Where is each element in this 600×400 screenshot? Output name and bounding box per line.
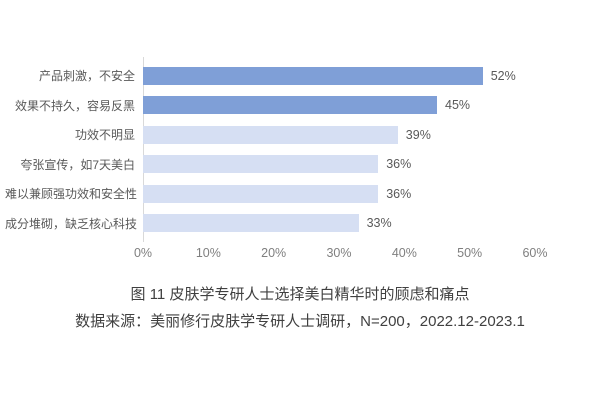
bar [143,66,483,85]
category-label: 难以兼顾强功效和安全性 [5,187,138,202]
bar-track: 45% [143,96,535,115]
x-tick-label: 50% [457,246,483,260]
bar-chart: 产品刺激，不安全 52% 效果不持久，容易反黑 45% 功效不明显 39% 夸张宣传，如7天… [5,57,565,268]
x-tick-label: 10% [195,246,221,260]
bar [143,96,437,115]
value-label: 39% [405,127,431,142]
value-label: 45% [445,98,471,113]
bar-track: 36% [143,155,535,174]
value-label: 36% [386,186,412,201]
bar-track: 36% [143,184,535,203]
category-label: 产品刺激，不安全 [38,69,135,84]
chart-row: 效果不持久，容易反黑 45% [5,91,565,121]
chart-rows: 产品刺激，不安全 52% 效果不持久，容易反黑 45% 功效不明显 39% 夸张宣传，如7天… [5,57,565,242]
chart-row: 难以兼顾强功效和安全性 36% [5,179,565,209]
chart-row: 夸张宣传，如7天美白 36% [5,150,565,180]
data-source: 数据来源：美丽修行皮肤学专研人士调研，N=200，2022.12-2023.1 [75,313,525,330]
bar [143,155,379,174]
category-label: 效果不持久，容易反黑 [14,98,135,113]
x-tick-label: 20% [261,246,287,260]
value-label: 33% [366,216,392,231]
bar-track: 33% [143,214,535,233]
chart-row: 成分堆砌，缺乏核心科技 33% [5,209,565,239]
bar-track: 52% [143,66,535,85]
bar [143,214,359,233]
category-label: 功效不明显 [74,128,135,143]
x-axis-ticks: 0% 10% 20% 30% 40% 50% 60% [134,246,548,268]
captions: 图 11 皮肤学专研人士选择美白精华时的顾虑和痛点 数据来源：美丽修行皮肤学专研… [0,281,600,335]
y-axis-line [143,57,144,242]
x-tick-label: 40% [391,246,417,260]
x-tick-label: 0% [133,246,153,260]
bar [143,125,398,144]
category-label: 成分堆砌，缺乏核心科技 [5,216,138,231]
bar [143,184,379,203]
category-label: 夸张宣传，如7天美白 [20,157,135,172]
value-label: 52% [490,68,516,83]
x-tick-label: 30% [326,246,352,260]
bar-track: 39% [143,125,535,144]
chart-row: 产品刺激，不安全 52% [5,61,565,91]
chart-row: 功效不明显 39% [5,120,565,150]
x-tick-label: 60% [522,246,548,260]
chart-title: 图 11 皮肤学专研人士选择美白精华时的顾虑和痛点 [130,286,470,303]
value-label: 36% [386,157,412,172]
